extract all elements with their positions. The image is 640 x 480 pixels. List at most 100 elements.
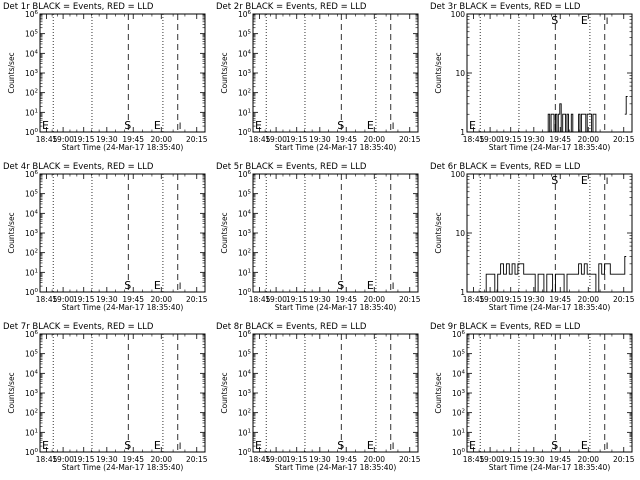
x-tick-label: 20:00 xyxy=(363,455,385,464)
x-axis-label: Start Time (24-Mar-17 18:35:40) xyxy=(489,303,611,312)
panel-title: Det 9r BLACK = Events, RED = LLD xyxy=(430,322,581,332)
y-tick-label: 106 xyxy=(238,10,252,19)
y-tick-label: 105 xyxy=(25,350,39,359)
marker-label-e: E xyxy=(367,439,374,452)
y-tick-label: 105 xyxy=(25,190,39,199)
x-tick-label: 19:15 xyxy=(286,295,308,304)
y-tick-label: 102 xyxy=(25,249,38,258)
marker-label-e: E xyxy=(154,279,161,292)
plot-frame xyxy=(252,333,419,453)
x-axis-label: Start Time (24-Mar-17 18:35:40) xyxy=(275,463,397,472)
y-tick-label: 103 xyxy=(238,69,252,78)
events-series-line xyxy=(546,103,599,133)
x-tick-label: 19:15 xyxy=(500,135,522,144)
y-tick-label: 103 xyxy=(25,229,39,238)
x-tick-label: 19:00 xyxy=(265,295,287,304)
y-axis-label: Counts/sec xyxy=(7,212,16,253)
x-tick-label: 19:00 xyxy=(265,135,287,144)
y-tick-label: 103 xyxy=(25,389,39,398)
marker-label-e: E xyxy=(581,174,588,187)
y-tick-label: 104 xyxy=(238,369,252,378)
x-tick-label: 20:15 xyxy=(399,135,421,144)
x-tick-label: 19:45 xyxy=(122,135,144,144)
marker-label-s: S xyxy=(551,14,558,27)
x-tick-label: 19:45 xyxy=(335,295,357,304)
marker-label-s: S xyxy=(124,279,131,292)
y-tick-label: 101 xyxy=(238,108,251,117)
y-tick-label: 1 xyxy=(460,288,465,297)
x-tick-label: 20:15 xyxy=(613,135,635,144)
marker-label-i: I xyxy=(392,442,395,452)
marker-label-i: I xyxy=(606,442,609,452)
x-tick-label: 20:15 xyxy=(186,135,208,144)
x-axis-label: Start Time (24-Mar-17 18:35:40) xyxy=(62,463,184,472)
x-tick-label: 19:45 xyxy=(122,295,144,304)
y-tick-label: 102 xyxy=(25,409,38,418)
x-tick-label: 19:00 xyxy=(479,295,501,304)
x-tick-label: 20:00 xyxy=(150,455,172,464)
x-tick-label: 19:00 xyxy=(479,455,501,464)
x-tick-label: 19:45 xyxy=(335,455,357,464)
y-tick-label: 102 xyxy=(238,89,251,98)
marker-label-e: E xyxy=(581,439,588,452)
x-tick-label: 19:45 xyxy=(335,135,357,144)
x-tick-label: 19:45 xyxy=(549,455,571,464)
y-tick-label: 104 xyxy=(452,369,466,378)
y-tick-label: 106 xyxy=(25,330,39,339)
x-axis-label: Start Time (24-Mar-17 18:35:40) xyxy=(62,303,184,312)
marker-label-e: E xyxy=(469,119,476,132)
y-axis-label: Counts/sec xyxy=(434,212,443,253)
y-tick-label: 105 xyxy=(238,30,252,39)
x-tick-label: 19:30 xyxy=(523,455,545,464)
y-tick-label: 100 xyxy=(451,10,466,19)
plot-frame xyxy=(39,173,206,293)
x-tick-label: 19:15 xyxy=(286,455,308,464)
x-tick-label: 20:00 xyxy=(363,295,385,304)
y-tick-label: 100 xyxy=(25,128,39,137)
y-tick-label: 104 xyxy=(25,209,39,218)
x-tick-label: 19:30 xyxy=(96,135,118,144)
marker-label-i: I xyxy=(606,17,609,27)
x-tick-label: 18:45 xyxy=(463,135,485,144)
y-tick-label: 106 xyxy=(238,330,252,339)
y-axis-label: Counts/sec xyxy=(7,372,16,413)
x-axis-label: Start Time (24-Mar-17 18:35:40) xyxy=(275,143,397,152)
x-tick-label: 19:15 xyxy=(73,135,95,144)
x-tick-label: 18:45 xyxy=(36,135,58,144)
x-tick-label: 18:45 xyxy=(36,455,58,464)
plot-frame xyxy=(466,333,633,453)
marker-label-e: E xyxy=(154,439,161,452)
x-tick-label: 19:45 xyxy=(549,295,571,304)
marker-label-e: E xyxy=(42,119,49,132)
y-tick-label: 100 xyxy=(451,170,466,179)
x-tick-label: 20:00 xyxy=(577,135,599,144)
x-tick-label: 19:15 xyxy=(73,295,95,304)
x-tick-label: 19:00 xyxy=(265,455,287,464)
x-tick-label: 19:45 xyxy=(122,455,144,464)
y-tick-label: 10 xyxy=(455,69,465,78)
marker-label-i: I xyxy=(606,177,609,187)
y-tick-label: 100 xyxy=(25,288,39,297)
x-tick-label: 19:30 xyxy=(96,455,118,464)
x-tick-label: 19:15 xyxy=(500,455,522,464)
x-tick-label: 19:30 xyxy=(96,295,118,304)
x-tick-label: 19:30 xyxy=(309,135,331,144)
marker-label-i: I xyxy=(392,282,395,292)
marker-label-s: S xyxy=(551,439,558,452)
y-tick-label: 103 xyxy=(238,389,252,398)
y-tick-label: 101 xyxy=(25,268,38,277)
x-tick-label: 18:45 xyxy=(463,455,485,464)
x-tick-label: 18:45 xyxy=(249,135,271,144)
y-tick-label: 101 xyxy=(25,108,38,117)
y-tick-label: 105 xyxy=(238,190,252,199)
panel-title: Det 7r BLACK = Events, RED = LLD xyxy=(3,322,154,332)
x-tick-label: 19:15 xyxy=(500,295,522,304)
x-tick-label: 20:15 xyxy=(399,295,421,304)
plot-frame xyxy=(252,13,419,133)
y-tick-label: 106 xyxy=(25,170,39,179)
y-tick-label: 100 xyxy=(238,288,252,297)
x-tick-label: 20:00 xyxy=(363,135,385,144)
x-tick-label: 19:15 xyxy=(286,135,308,144)
x-tick-label: 20:15 xyxy=(399,455,421,464)
